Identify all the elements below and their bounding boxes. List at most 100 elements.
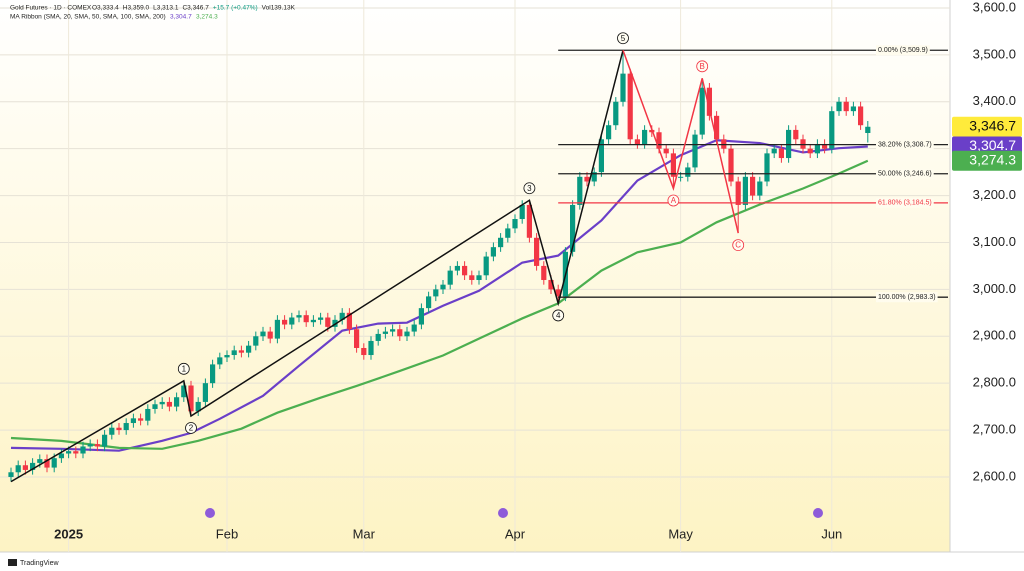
candle-body (541, 265, 547, 280)
fib-label: 38.20% (3,308.7) (878, 141, 932, 148)
candle-body (94, 444, 100, 447)
candle-body (66, 451, 72, 454)
price-label: 3,304.7 (969, 137, 1016, 153)
candle-body (195, 401, 201, 412)
ohlc-value: H3,359.0 (123, 5, 150, 12)
candle-body (706, 87, 712, 116)
indicator-value: 3,304.7 (170, 14, 192, 21)
y-tick-label: 2,900.0 (973, 328, 1016, 343)
candle-body (166, 401, 172, 407)
candle-body (814, 143, 820, 154)
candle-body (382, 331, 388, 334)
candle-body (37, 459, 43, 463)
candle-body (303, 315, 309, 323)
candle-body (469, 275, 475, 280)
candle-body (174, 397, 180, 407)
candle-body (447, 270, 453, 285)
candle-body (15, 465, 21, 473)
symbol: Gold Futures · 1D · COMEX (10, 5, 92, 12)
candle-body (714, 115, 720, 140)
candle-body (642, 129, 648, 144)
candle-body (87, 444, 93, 447)
wave-marker (667, 194, 680, 207)
candle-body (418, 308, 424, 325)
price-label: 3,346.7 (969, 117, 1016, 133)
wave-label: B (700, 62, 705, 71)
candle-body (361, 347, 367, 356)
candle-body (267, 331, 273, 339)
fib-label-bg (876, 292, 938, 303)
candle-body (138, 418, 144, 421)
x-tick-label: 2025 (54, 526, 83, 541)
candle-body (73, 451, 79, 454)
y-tick-label: 3,100.0 (973, 234, 1016, 249)
candle-body (130, 418, 136, 424)
wave-line (622, 49, 739, 234)
indicator: MA Ribbon (SMA, 20, SMA, 50, SMA, 100, S… (10, 14, 166, 21)
candle-body (404, 331, 410, 337)
y-tick-label: 3,000.0 (973, 281, 1016, 296)
candle-body (102, 434, 108, 447)
candle-body (30, 462, 36, 470)
candle-body (584, 176, 590, 182)
candle-body (750, 176, 756, 196)
candle-body (735, 181, 741, 205)
fib-label-bg (876, 45, 930, 56)
candle-body (397, 329, 403, 337)
wave-label: 5 (621, 34, 626, 43)
price-label: 3,274.3 (969, 151, 1016, 167)
y-tick-label: 3,600.0 (973, 0, 1016, 14)
brand-logo (8, 559, 17, 566)
candle-body (22, 465, 28, 470)
candle-body (318, 317, 324, 320)
wave-marker (617, 32, 629, 45)
x-tick-label: May (668, 526, 693, 541)
candle-body (764, 153, 770, 182)
candle-body (548, 279, 554, 290)
wave-label: C (735, 241, 741, 250)
candle-body (181, 385, 187, 398)
candle-body (238, 350, 244, 353)
wave-marker (185, 422, 197, 434)
candle-body (454, 265, 460, 271)
fib-label: 61.80% (3,184.5) (878, 200, 932, 207)
candle-body (433, 289, 439, 297)
candle-body (188, 385, 194, 412)
candle-body (202, 383, 208, 402)
candle-body (570, 204, 576, 252)
fib-label-bg (876, 197, 934, 208)
candle-body (44, 459, 50, 468)
candle-body (58, 453, 64, 459)
candle-body (289, 317, 295, 325)
candle-body (210, 364, 216, 384)
y-tick-label: 2,600.0 (973, 468, 1016, 483)
candle-body (260, 331, 266, 337)
price-label-box (952, 150, 1022, 171)
candle-body (793, 129, 799, 140)
candle-body (375, 333, 381, 341)
candle-body (627, 73, 633, 140)
candle-body (310, 319, 316, 323)
wave-label: 1 (182, 364, 187, 373)
candle-body (656, 132, 662, 149)
candle-body (598, 139, 604, 173)
candle-body (346, 312, 352, 330)
ohlc-value: +15.7 (+0.47%) (213, 5, 258, 12)
candle-body (231, 350, 237, 356)
candle-body (217, 357, 223, 365)
candle-body (613, 101, 619, 126)
candle-body (699, 87, 705, 135)
candle-body (80, 446, 86, 454)
candle-body (850, 106, 856, 112)
brand: TradingView (20, 560, 59, 567)
candle-body (159, 401, 165, 405)
fib-label: 50.00% (3,246.6) (878, 171, 932, 178)
plot-layer: 2,600.0 2,700.0 2,800.0 2,900.0 3,000.0 3,100… (0, 0, 1022, 552)
candle-body (296, 315, 302, 318)
x-tick-label: Feb (216, 526, 238, 541)
candle-body (368, 340, 374, 356)
plot-background (0, 0, 950, 552)
candle-body (253, 336, 259, 346)
candle-body (836, 101, 842, 112)
